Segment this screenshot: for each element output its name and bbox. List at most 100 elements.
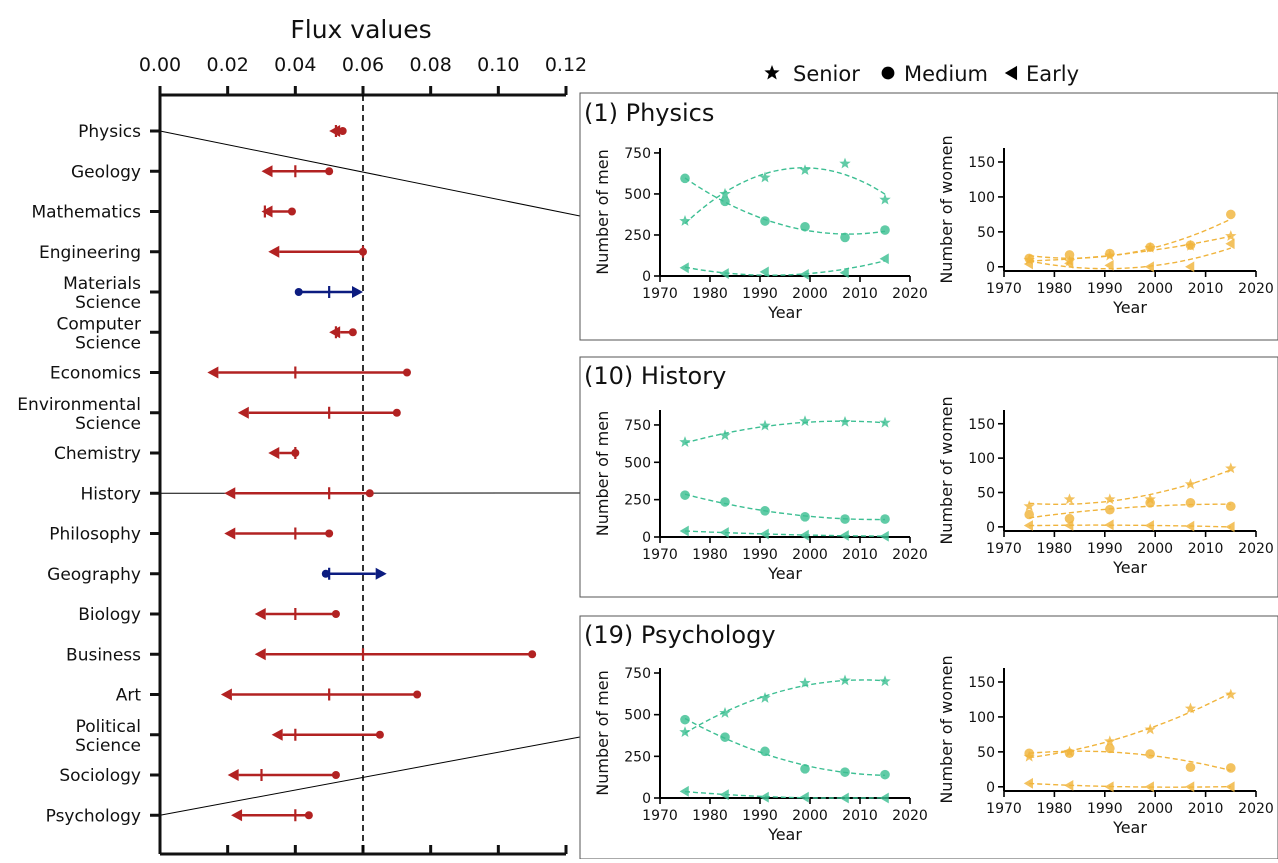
data-point-circle (880, 225, 890, 235)
flux-arrowhead (207, 367, 218, 379)
flux-axis-title: Flux values (290, 15, 431, 44)
flux-arrowhead (262, 165, 273, 177)
fit-curve-triangle-left (1029, 525, 1231, 527)
x-axis-label: Year (1112, 298, 1147, 317)
data-point-triangle-left (1104, 519, 1113, 530)
data-point-circle (800, 222, 810, 232)
legend-triangle-left-icon (1005, 66, 1017, 80)
field-label: Art (116, 686, 142, 706)
y-axis-label: Number of men (593, 149, 612, 274)
flux-arrowhead (272, 729, 283, 741)
x-tick-label: 2000 (792, 808, 828, 824)
data-point-circle (760, 747, 770, 757)
data-point-circle (1024, 748, 1034, 758)
x-tick-label: 1980 (692, 547, 728, 563)
data-point-triangle-left (1225, 238, 1234, 249)
data-point-circle (840, 514, 850, 524)
x-axis-label: Year (767, 564, 802, 583)
flux-arrowhead (268, 246, 279, 258)
data-point-circle (720, 732, 730, 742)
y-tick-label: 50 (977, 745, 995, 761)
x-tick-label: 2010 (1188, 801, 1224, 817)
data-point-circle (680, 174, 690, 184)
y-tick-label: 250 (624, 228, 651, 244)
flux-start-dot (349, 328, 357, 336)
flux-tick-label: 0.06 (342, 54, 384, 76)
y-tick-label: 500 (624, 187, 651, 203)
data-point-star (879, 417, 890, 428)
x-tick-label: 1990 (742, 286, 778, 302)
data-point-circle (1186, 498, 1196, 508)
flux-arrowhead (221, 689, 232, 701)
inset-title: (1) Physics (584, 99, 714, 127)
field-label: Economics (50, 364, 141, 384)
field-label: Computer (56, 314, 141, 334)
x-tick-label: 1990 (1087, 281, 1123, 297)
y-axis-label: Number of men (593, 670, 612, 795)
flux-arrowhead (376, 568, 387, 580)
data-point-star (1104, 493, 1115, 504)
y-tick-label: 750 (624, 418, 651, 434)
data-point-triangle-left (680, 786, 689, 797)
flux-arrowhead (255, 648, 266, 660)
data-point-star (679, 726, 690, 737)
data-point-triangle-left (880, 253, 889, 264)
y-tick-label: 100 (968, 190, 995, 206)
y-axis-label: Number of women (937, 135, 956, 283)
flux-start-dot (295, 288, 303, 296)
connector-line (160, 131, 580, 216)
y-tick-label: 150 (968, 155, 995, 171)
y-tick-label: 50 (977, 486, 995, 502)
inset-title: (10) History (584, 362, 726, 390)
x-tick-label: 1980 (1037, 281, 1073, 297)
flux-arrowhead (255, 608, 266, 620)
data-point-circle (720, 197, 730, 207)
data-point-triangle-left (680, 526, 689, 537)
field-label: Mathematics (31, 203, 141, 223)
flux-arrowhead (224, 528, 235, 540)
fit-curve-triangle-left (1029, 784, 1231, 788)
flux-arrowhead (329, 125, 340, 137)
data-point-triangle-left (1185, 521, 1194, 532)
y-tick-label: 750 (624, 146, 651, 162)
y-tick-label: 0 (642, 530, 651, 546)
fit-curve-star (685, 421, 885, 443)
y-axis-label: Number of women (937, 396, 956, 544)
x-axis-label: Year (767, 303, 802, 322)
field-label: Sociology (59, 766, 141, 786)
flux-arrowhead (228, 769, 239, 781)
field-label: Science (75, 414, 141, 434)
data-point-circle (760, 216, 770, 226)
x-tick-label: 2020 (1238, 801, 1274, 817)
x-tick-label: 1980 (1037, 541, 1073, 557)
x-tick-label: 2020 (1238, 281, 1274, 297)
x-tick-label: 1990 (742, 547, 778, 563)
fit-curve-star (1029, 470, 1231, 505)
fit-curve-circle (1029, 751, 1231, 770)
y-tick-label: 0 (642, 791, 651, 807)
data-point-star (759, 420, 770, 431)
y-tick-label: 500 (624, 455, 651, 471)
data-point-circle (1024, 510, 1034, 520)
data-point-circle (1105, 744, 1115, 754)
x-tick-label: 1970 (986, 281, 1022, 297)
fit-curve-star (685, 680, 885, 733)
field-label: Political (76, 717, 141, 737)
flux-start-dot (413, 691, 421, 699)
data-point-star (1225, 230, 1236, 241)
x-tick-label: 1970 (986, 541, 1022, 557)
data-point-circle (840, 767, 850, 777)
data-point-circle (1105, 505, 1115, 515)
y-tick-label: 250 (624, 493, 651, 509)
data-point-star (1024, 500, 1035, 511)
data-point-circle (1145, 749, 1155, 759)
flux-tick-label: 0.12 (545, 54, 587, 76)
data-point-star (839, 416, 850, 427)
x-tick-label: 1980 (692, 286, 728, 302)
x-tick-label: 2000 (792, 547, 828, 563)
data-point-circle (680, 490, 690, 500)
